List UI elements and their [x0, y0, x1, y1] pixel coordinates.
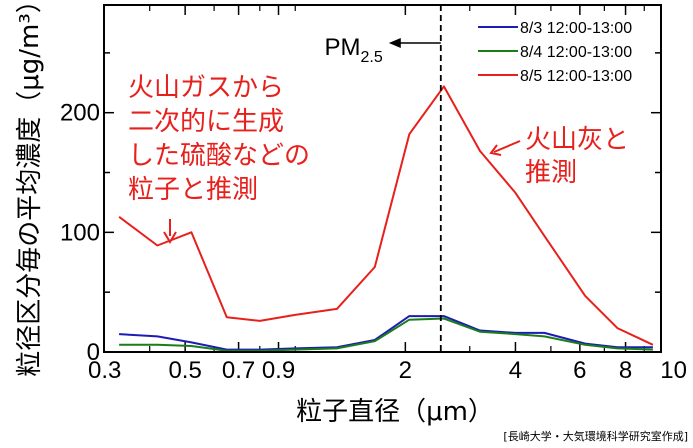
annotation-right-arrow-head [489, 144, 502, 156]
x-tick-label: 8 [619, 357, 632, 384]
y-tick-label: 100 [60, 219, 100, 246]
legend: 8/3 12:00-13:00 8/4 12:00-13:00 8/5 12:00-… [478, 20, 632, 85]
pm25-label: PM2.5 [325, 34, 383, 66]
annotation-left-line: した硫酸などの [128, 141, 310, 171]
series-line-2 [119, 317, 653, 352]
reference-layer: PM2.5 [325, 5, 442, 352]
x-tick-label: 2 [399, 357, 412, 384]
credit: [長崎大学・大気環境科学研究室作成] [503, 429, 688, 443]
plot-frame [103, 4, 662, 353]
x-axis-title: 粒子直径（μm） [296, 397, 494, 427]
annotation-right-line: 推測 [525, 158, 577, 188]
x-tick-label: 0.9 [262, 357, 295, 384]
series-line-3 [118, 85, 654, 346]
annotation-right-line: 火山灰と [525, 125, 629, 155]
x-tick-label: 0.5 [168, 357, 201, 384]
y-tick-label: 200 [60, 100, 100, 127]
x-tick-label: 0.7 [222, 357, 255, 384]
annotation-left-line: 火山ガスから [128, 73, 284, 103]
series-line-1 [119, 315, 653, 351]
annotation-left-line: 二次的に生成 [128, 107, 284, 137]
legend-label-3: 8/5 12:00-13:00 [520, 68, 632, 85]
legend-label-1: 8/3 12:00-13:00 [520, 20, 632, 37]
annotation-left-arrow-head [163, 231, 177, 244]
x-tick-label: 10 [660, 357, 687, 384]
y-tick-label: 0 [87, 339, 100, 366]
y-axis-title: 粒径区分毎の平均濃度（μg/m³） [15, 0, 45, 377]
x-tick-label: 0.3 [88, 357, 121, 384]
x-tick-label: 6 [573, 357, 586, 384]
x-tick-label: 4 [509, 357, 522, 384]
legend-label-2: 8/4 12:00-13:00 [520, 44, 632, 61]
pm25-arrow-head [388, 38, 401, 48]
series-layer [118, 85, 654, 352]
annotation-right-arrow [493, 140, 521, 153]
annotation-left-line: 粒子と推測 [128, 175, 258, 205]
